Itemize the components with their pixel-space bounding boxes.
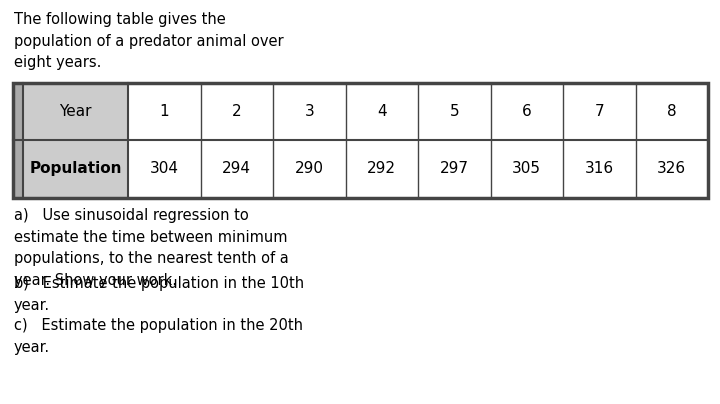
Text: 290: 290 [294, 161, 324, 176]
Text: 304: 304 [150, 161, 179, 176]
Text: 6: 6 [522, 104, 531, 119]
Bar [13, 83, 708, 198]
Text: Population: Population [30, 161, 122, 176]
Text: 297: 297 [440, 161, 469, 176]
Text: 305: 305 [512, 161, 541, 176]
Text: 326: 326 [657, 161, 686, 176]
Text: Year: Year [59, 104, 91, 119]
Text: 3: 3 [305, 104, 314, 119]
Text: 294: 294 [222, 161, 251, 176]
Text: 292: 292 [367, 161, 396, 176]
Text: 8: 8 [667, 104, 677, 119]
Text: a)   Use sinusoidal regression to
estimate the time between minimum
populations,: a) Use sinusoidal regression to estimate… [14, 208, 289, 288]
Text: The following table gives the
population of a predator animal over
eight years.: The following table gives the population… [14, 12, 284, 70]
Text: 7: 7 [595, 104, 604, 119]
Text: 2: 2 [232, 104, 242, 119]
Text: 316: 316 [585, 161, 614, 176]
Text: 1: 1 [159, 104, 169, 119]
Bar [13, 83, 23, 198]
Text: b)   Estimate the population in the 10th
year.: b) Estimate the population in the 10th y… [14, 276, 304, 313]
Bar [23, 83, 128, 198]
Bar [13, 83, 708, 198]
Text: 5: 5 [449, 104, 459, 119]
Text: 4: 4 [377, 104, 387, 119]
Text: c)   Estimate the population in the 20th
year.: c) Estimate the population in the 20th y… [14, 318, 303, 355]
